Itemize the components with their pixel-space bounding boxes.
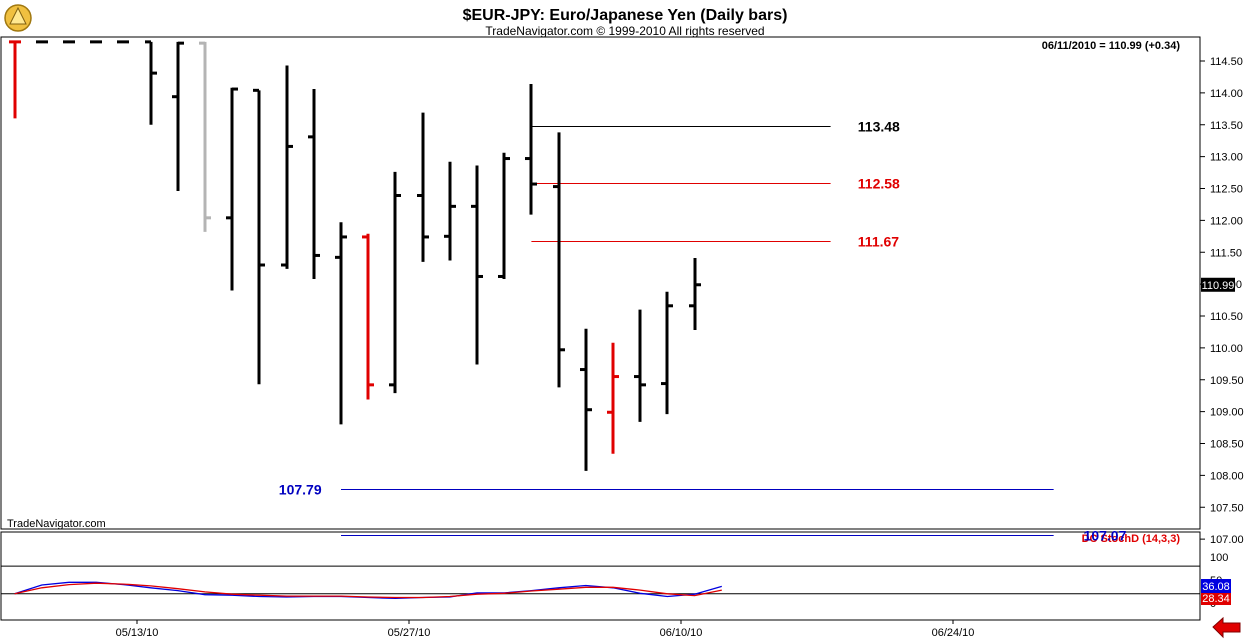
price-bar [226, 87, 238, 291]
level-label: 111.67 [858, 234, 899, 250]
price-y-tick-label: 110.50 [1210, 311, 1243, 323]
indicator-series [14, 581, 722, 600]
logo-icon[interactable] [4, 4, 32, 32]
price-y-tick-label: 110.00 [1210, 343, 1243, 355]
price-bar [90, 40, 102, 44]
price-bar [253, 88, 265, 385]
price-bar [308, 89, 320, 280]
chart-title: $EUR-JPY: Euro/Japanese Yen (Daily bars) [463, 7, 788, 24]
last-price-marker: 110.99 [1201, 277, 1235, 292]
price-levels: 113.48 112.58 111.67 107.79 107.07 [279, 119, 1127, 544]
price-y-tick-label: 113.50 [1210, 120, 1243, 132]
price-plot-area [0, 36, 1201, 530]
last-price-box [1201, 277, 1235, 292]
price-bar [389, 171, 401, 394]
level-label: 112.58 [858, 176, 900, 192]
price-bar [199, 41, 211, 232]
price-y-tick-label: 112.00 [1210, 215, 1243, 227]
price-bar [36, 40, 48, 44]
price-y-tick-label: 114.00 [1210, 88, 1243, 100]
x-tick-label: 05/13/10 [116, 627, 159, 639]
indicator-last-value-text: 36.08 [1202, 581, 1230, 593]
price-y-tick-label: 113.00 [1210, 152, 1243, 164]
price-bar [444, 161, 456, 261]
scroll-left-arrow-icon[interactable] [1212, 616, 1241, 639]
indicator-last-value-box [1201, 579, 1231, 593]
price-bar [362, 233, 374, 400]
price-bar [661, 291, 673, 415]
price-bar [580, 328, 592, 471]
indicator-last-value-box [1201, 591, 1231, 605]
price-bar [281, 65, 293, 269]
indicator-y-tick-label: 100 [1210, 552, 1228, 564]
last-price-text: 110.99 [1202, 280, 1235, 292]
price-bar [689, 257, 701, 331]
x-tick-label: 06/10/10 [660, 627, 703, 639]
scroll-left-arrow-shape [1212, 616, 1241, 639]
price-bar [525, 83, 537, 215]
price-bar [9, 40, 21, 119]
price-y-tick-label: 108.50 [1210, 439, 1244, 451]
level-label: 107.79 [279, 482, 322, 498]
price-bar [607, 342, 619, 454]
price-bar [417, 112, 429, 262]
price-bar [471, 165, 483, 365]
price-y-tick-label: 107.00 [1210, 534, 1244, 546]
price-y-tick-label: 114.50 [1210, 56, 1243, 68]
price-y-axis: 114.50 114.00 113.50 113.00 112.50 112.00 111.… [1200, 56, 1244, 546]
price-bar [498, 152, 510, 280]
indicator-label: DC StochD (14,3,3) [1082, 533, 1181, 545]
price-y-tick-label: 111.50 [1210, 247, 1242, 259]
price-y-tick-label: 112.50 [1210, 184, 1243, 196]
price-y-tick-label: 109.50 [1210, 375, 1244, 387]
stoch-line [14, 582, 722, 599]
watermark: TradeNavigator.com [7, 518, 106, 530]
indicator-plot-area [0, 531, 1201, 621]
price-bar [117, 40, 129, 44]
price-bar [145, 40, 157, 125]
price-y-tick-label: 109.00 [1210, 407, 1244, 419]
indicator-last-value-text: 28.34 [1202, 593, 1230, 605]
price-bar [63, 40, 75, 44]
price-bar [553, 132, 565, 388]
price-bar [634, 309, 646, 422]
x-tick-label: 06/24/10 [932, 627, 975, 639]
price-bars [9, 40, 701, 471]
level-label: 113.48 [858, 119, 900, 135]
price-y-tick-label: 108.00 [1210, 470, 1244, 482]
price-bar [172, 41, 184, 192]
level-label: 107.07 [1084, 528, 1127, 544]
chart-copyright: TradeNavigator.com © 1999-2010 All right… [485, 24, 764, 38]
price-bar [335, 222, 347, 425]
x-axis: 05/13/10 05/27/10 06/10/10 06/24/10 [116, 620, 975, 639]
logo-figure [9, 6, 27, 25]
price-readout: 06/11/2010 = 110.99 (+0.34) [1042, 40, 1181, 52]
x-tick-label: 05/27/10 [388, 627, 431, 639]
price-y-tick-label: 107.50 [1210, 502, 1244, 514]
